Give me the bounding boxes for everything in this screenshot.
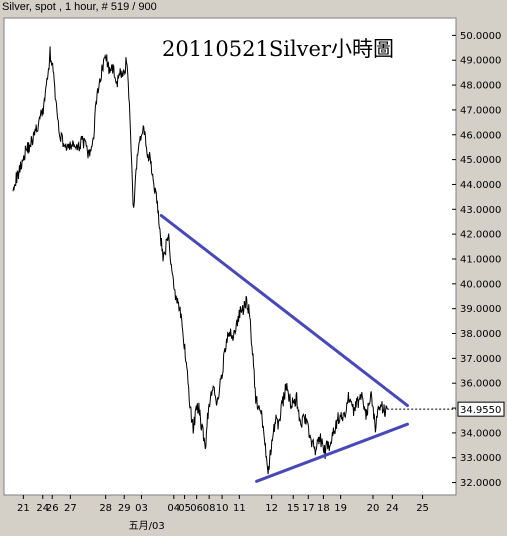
- x-tick-label: 15: [287, 503, 300, 514]
- support-trendline: [255, 422, 409, 483]
- x-tick-label: 19: [334, 503, 347, 514]
- x-tick-label: 20: [367, 503, 380, 514]
- y-tick-label: 50.0000: [460, 31, 501, 42]
- x-tick-label: 12: [265, 503, 278, 514]
- x-tick-label: 04: [167, 503, 180, 514]
- x-tick-label: 29: [118, 503, 131, 514]
- x-tick-label: 18: [317, 503, 330, 514]
- last-value-marker: 34.9550: [387, 401, 505, 417]
- x-tick-label: 21: [17, 503, 30, 514]
- y-tick-label: 42.0000: [460, 230, 501, 241]
- plot-area[interactable]: [3, 17, 457, 496]
- y-tick-label: 46.0000: [460, 130, 501, 141]
- x-tick-label: 08: [203, 503, 216, 514]
- y-tick-label: 49.0000: [460, 56, 501, 67]
- x-tick-label: 25: [416, 503, 429, 514]
- y-tick-label: 40.0000: [460, 279, 501, 290]
- price-line: [12, 46, 388, 475]
- price-series: [12, 46, 388, 475]
- y-tick-label: 47.0000: [460, 105, 501, 116]
- x-tick-label: 24: [386, 503, 399, 514]
- y-tick-label: 43.0000: [460, 205, 501, 216]
- last-value-box: [457, 401, 505, 417]
- x-tick-label: 10: [216, 503, 229, 514]
- last-value-label: 34.9550: [460, 405, 501, 416]
- x-tick-label: 24: [36, 503, 49, 514]
- y-tick-marks: [452, 34, 456, 484]
- x-tick-label: 27: [64, 503, 77, 514]
- y-tick-label: 45.0000: [460, 155, 501, 166]
- y-tick-label: 38.0000: [460, 329, 501, 340]
- y-tick-label: 39.0000: [460, 304, 501, 315]
- y-tick-label: 48.0000: [460, 81, 501, 92]
- trendlines: [159, 214, 409, 483]
- x-tick-label: 17: [302, 503, 315, 514]
- resistance-trendline: [159, 214, 409, 408]
- x-tick-label: 06: [190, 503, 203, 514]
- x-tick-label: 11: [233, 503, 246, 514]
- x-tick-label: 28: [99, 503, 112, 514]
- y-tick-label: 33.0000: [460, 453, 501, 464]
- y-axis: 32.000033.000034.000035.000036.000037.00…: [460, 31, 501, 489]
- y-tick-label: 44.0000: [460, 180, 501, 191]
- x-tick-label: 26: [46, 503, 59, 514]
- y-tick-label: 41.0000: [460, 254, 501, 265]
- y-tick-label: 32.0000: [460, 478, 501, 489]
- chart-header: Silver, spot , 1 hour, # 519 / 900: [2, 1, 157, 13]
- y-tick-label: 37.0000: [460, 354, 501, 365]
- x-month-label: 五月/03: [129, 520, 165, 532]
- y-tick-label: 34.0000: [460, 428, 501, 439]
- x-tick-label: 03: [135, 503, 148, 514]
- chart-title: 20110521Silver小時圖: [162, 37, 394, 61]
- y-tick-label: 36.0000: [460, 379, 501, 390]
- x-tick-label: 05: [178, 503, 191, 514]
